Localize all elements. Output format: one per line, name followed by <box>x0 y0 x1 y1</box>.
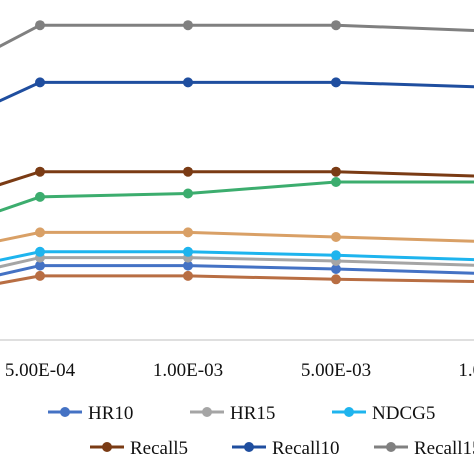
data-point <box>35 260 45 271</box>
legend-label: HR15 <box>230 403 275 424</box>
series-line-hr5 <box>0 274 474 285</box>
legend-marker <box>202 407 212 417</box>
series-layer <box>0 20 474 285</box>
series-hr5 <box>0 270 474 285</box>
series-line-ndcg15 <box>0 180 474 213</box>
data-point <box>183 166 193 177</box>
legend-label: Recall10 <box>272 438 340 459</box>
data-point <box>35 166 45 177</box>
legend-label: HR10 <box>88 403 133 424</box>
x-tick-labels: 5.00E-04 1.00E-03 5.00E-03 1.00E- <box>5 360 474 381</box>
data-point <box>183 77 193 88</box>
legend-item-recall15: Recall15 <box>374 438 474 459</box>
data-point <box>35 270 45 281</box>
data-point <box>35 77 45 88</box>
x-tick-label: 5.00E-03 <box>301 360 371 381</box>
x-tick-label: 1.00E-03 <box>153 360 223 381</box>
data-point <box>35 191 45 202</box>
data-point <box>331 232 341 242</box>
series-line-recall10 <box>0 80 474 103</box>
legend-item-ndcg5: NDCG5 <box>332 403 435 424</box>
legend-item-hr10: HR10 <box>48 403 133 424</box>
legend-item-recall10: Recall10 <box>232 438 340 459</box>
series-ndcg15 <box>0 177 474 213</box>
series-ndcg5 <box>0 246 474 262</box>
legend: HR10HR15NDCG5G15Recall5Recall10Recall15 <box>48 403 474 459</box>
x-tick-label: 1.00E- <box>458 360 474 381</box>
data-point <box>35 20 45 31</box>
series-line-recall15 <box>0 23 474 48</box>
data-point <box>331 177 341 187</box>
series-ndcg10 <box>0 227 474 243</box>
data-point <box>35 246 45 257</box>
legend-label: NDCG5 <box>372 403 435 424</box>
legend-marker <box>386 442 396 452</box>
data-point <box>331 274 341 285</box>
legend-marker <box>102 442 112 452</box>
data-point <box>331 77 341 88</box>
data-point <box>183 260 193 271</box>
series-line-ndcg10 <box>0 230 474 243</box>
data-point <box>183 270 193 281</box>
data-point <box>331 250 341 261</box>
legend-item-recall5: Recall5 <box>90 438 188 459</box>
legend-marker <box>60 407 70 417</box>
legend-label: Recall5 <box>130 438 188 459</box>
series-hr10 <box>0 260 474 277</box>
x-tick-label: 5.00E-04 <box>5 360 76 381</box>
series-line-recall5 <box>0 170 474 187</box>
legend-marker <box>244 442 254 452</box>
data-point <box>183 188 193 199</box>
series-recall15 <box>0 20 474 48</box>
data-point <box>331 264 341 274</box>
data-point <box>35 227 45 238</box>
data-point <box>183 246 193 257</box>
data-point <box>183 20 193 31</box>
data-point <box>331 20 341 31</box>
data-point <box>331 166 341 177</box>
series-recall10 <box>0 77 474 103</box>
legend-item-hr15: HR15 <box>190 403 275 424</box>
data-point <box>183 227 193 238</box>
legend-marker <box>344 407 354 417</box>
legend-label: Recall15 <box>414 438 474 459</box>
series-recall5 <box>0 166 474 187</box>
